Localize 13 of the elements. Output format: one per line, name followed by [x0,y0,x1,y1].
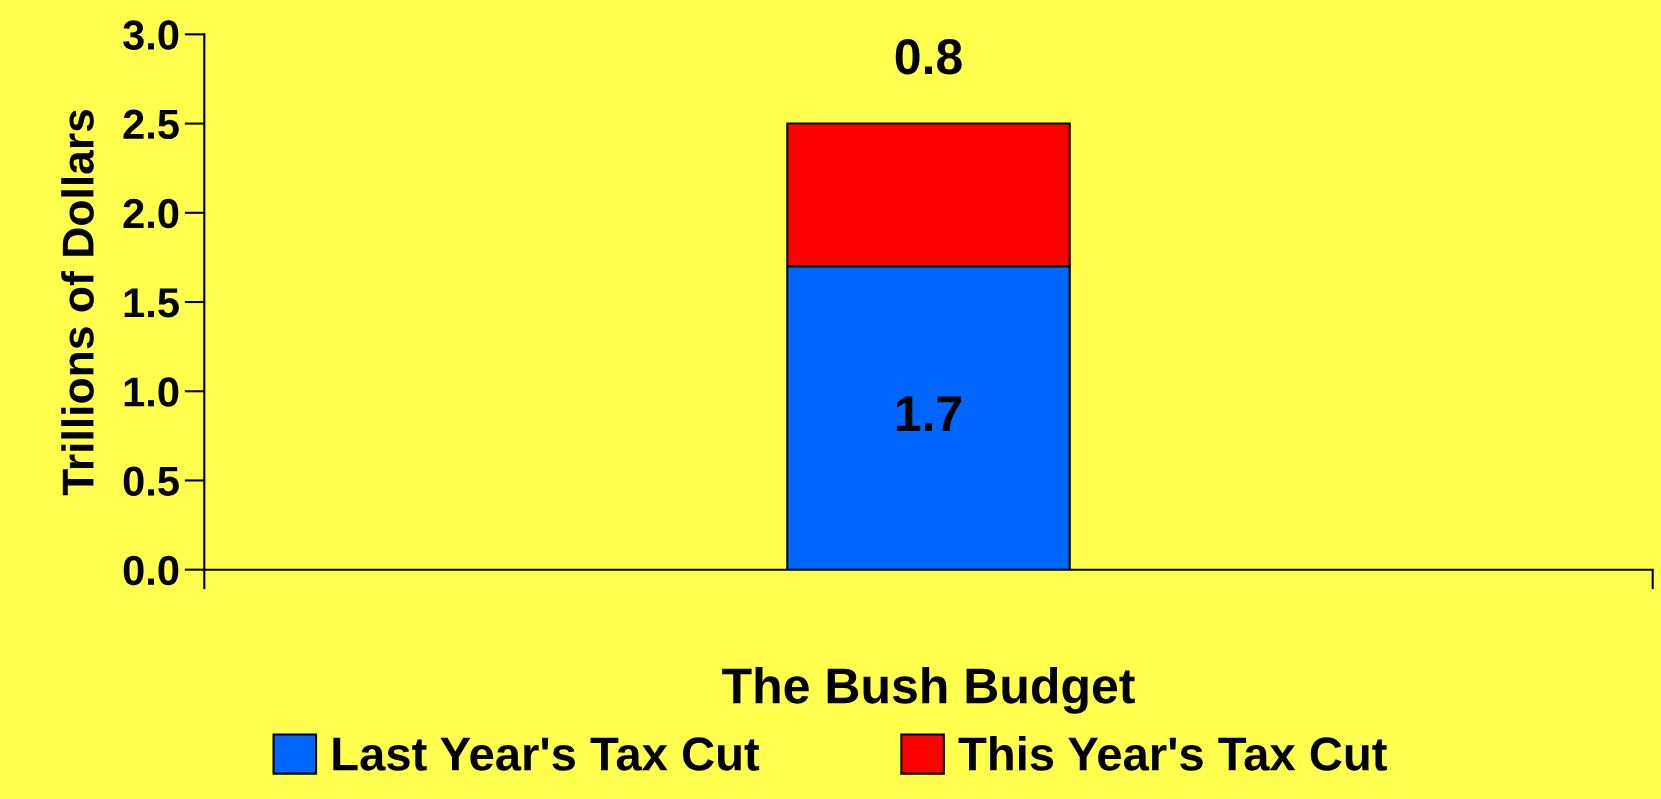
legend-label: This Year's Tax Cut [958,736,1387,771]
y-tick-label: 1.0 [124,377,179,407]
y-axis-title: Trillions of Dollars [61,109,94,496]
data-label: 0.8 [895,39,962,75]
y-tick-label: 0.5 [123,466,179,496]
legend-label: Last Year's Tax Cut [333,737,760,771]
y-tick-label: 3.0 [123,20,179,50]
y-tick-label: 2.5 [123,109,179,140]
x-tick-label: The Bush Budget [722,666,1135,714]
y-tick-label: 1.5 [124,288,179,318]
y-tick-label: 2.0 [123,198,179,229]
y-tick-label: 0.0 [123,555,179,586]
data-label: 1.7 [896,396,962,431]
